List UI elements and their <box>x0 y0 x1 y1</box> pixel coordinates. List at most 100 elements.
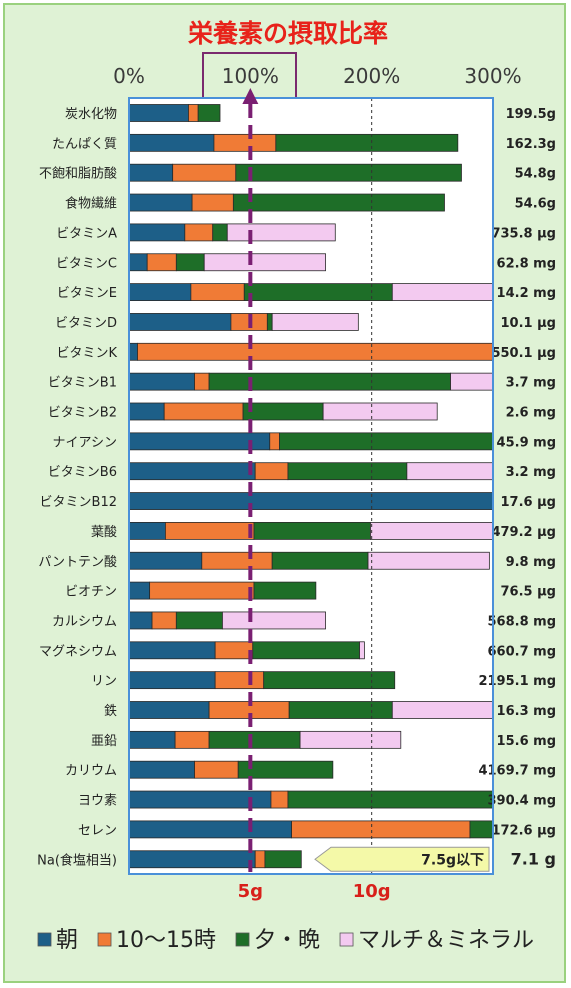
bar-segment-2 <box>253 581 317 600</box>
category-label: パントテン酸 <box>38 555 117 570</box>
bar-segment-0 <box>128 342 138 361</box>
bar-segment-2 <box>279 432 494 451</box>
bar-segment-2 <box>287 790 494 809</box>
category-label: ビタミンB1 <box>48 376 117 391</box>
x-tick-label: 200% <box>343 64 400 88</box>
x-tick-label: 0% <box>113 64 145 88</box>
intake-amount-label: 2195.1 mg <box>478 674 556 689</box>
bar-segment-2 <box>242 402 324 421</box>
category-label: ナイアシン <box>53 435 117 450</box>
intake-amount-label: 735.8 μg <box>491 226 556 241</box>
bar-segment-1 <box>194 372 210 391</box>
category-label: セレン <box>78 823 117 838</box>
intake-amount-label: 2.6 mg <box>506 406 556 421</box>
plot-area <box>129 98 493 874</box>
bar-segment-2 <box>288 701 393 719</box>
bar-segment-3 <box>222 611 326 630</box>
bar-segment-0 <box>128 402 165 421</box>
category-label: ビオチン <box>65 585 117 600</box>
bar-segment-3 <box>299 730 402 749</box>
x-tick-label: 300% <box>464 64 521 88</box>
category-label: 不飽和脂肪酸 <box>39 166 117 182</box>
intake-amount-label: 199.5g <box>506 107 556 122</box>
intake-amount-label: 172.6 μg <box>491 823 556 838</box>
na-10g-label: 10g <box>353 881 391 902</box>
category-label: ヨウ素 <box>78 794 117 809</box>
intake-amount-label: 568.8 mg <box>488 614 557 629</box>
intake-amount-label: 10.1 μg <box>501 316 556 331</box>
category-label: 鉄 <box>104 704 117 719</box>
bar-segment-2 <box>232 193 445 212</box>
chart-title: 栄養素の摂取比率 <box>187 19 388 48</box>
plot-border <box>128 97 494 875</box>
bar-segment-2 <box>264 850 302 869</box>
intake-amount-label: 550.1 μg <box>491 346 556 361</box>
bar-segment-0 <box>128 581 151 600</box>
bar-segment-1 <box>146 253 177 272</box>
bar-segment-0 <box>128 701 210 719</box>
bar-segment-0 <box>128 313 232 331</box>
bar-segment-0 <box>128 760 195 779</box>
bar-segment-0 <box>128 611 153 630</box>
category-label: ビタミンA <box>56 226 117 241</box>
bar-segment-1 <box>254 462 289 481</box>
bar-segment-1 <box>191 193 234 212</box>
bar-segment-1 <box>163 402 244 421</box>
intake-amount-label: 15.6 mg <box>497 734 556 749</box>
bar-segment-2 <box>175 253 205 272</box>
category-label: ビタミンC <box>56 256 117 271</box>
intake-amount-label: 9.8 mg <box>506 555 556 570</box>
category-label: たんぱく質 <box>52 137 117 152</box>
bar-segment-3 <box>367 551 490 570</box>
bar-segment-2 <box>212 223 228 242</box>
bar-segment-1 <box>254 850 266 869</box>
bar-segment-2 <box>252 641 360 660</box>
bar-segment-0 <box>128 372 195 391</box>
bar-segment-3 <box>226 223 336 242</box>
category-label: カルシウム <box>52 614 117 629</box>
bar-segment-1 <box>172 163 237 182</box>
bar-segment-1 <box>194 760 239 779</box>
bar-segment-2 <box>469 820 494 839</box>
bar-segment-2 <box>208 372 451 391</box>
bar-segment-1 <box>214 641 254 660</box>
category-label: リン <box>91 674 117 689</box>
intake-amount-label: 390.4 mg <box>488 794 557 809</box>
category-label: ビタミンB2 <box>48 406 117 421</box>
bar-segment-0 <box>128 462 256 481</box>
intake-amount-label: 479.2 μg <box>491 525 556 540</box>
category-label: ビタミンE <box>57 286 117 301</box>
bar-segment-2 <box>243 283 393 302</box>
bar-segment-2 <box>235 163 462 182</box>
bar-segment-3 <box>203 253 326 272</box>
category-label: 炭水化物 <box>65 107 117 122</box>
category-label: 葉酸 <box>91 525 117 540</box>
bar-segment-1 <box>190 283 245 302</box>
intake-amount-label: 54.6g <box>515 197 556 212</box>
bar-segment-3 <box>370 522 494 540</box>
na-limit-note: 7.5g以下 <box>421 852 484 868</box>
target-arrow-icon <box>242 88 259 104</box>
bar-segment-3 <box>391 701 494 719</box>
bar-segment-2 <box>287 462 408 481</box>
bar-segment-1 <box>213 133 277 152</box>
bar-segment-0 <box>128 104 189 122</box>
bar-segment-2 <box>237 760 334 779</box>
bar-segment-0 <box>128 641 216 660</box>
bar-segment-0 <box>128 283 192 302</box>
bar-segment-2 <box>271 551 369 570</box>
bar-segment-2 <box>208 730 301 749</box>
legend-swatch <box>97 932 112 947</box>
bar-segment-1 <box>165 522 255 540</box>
bar-segment-0 <box>128 551 203 570</box>
bar-segment-0 <box>128 163 174 182</box>
bar-segment-2 <box>175 611 223 630</box>
intake-amount-label: 3.2 mg <box>506 465 556 480</box>
category-label: 亜鉛 <box>91 734 117 749</box>
bar-segment-2 <box>266 313 273 331</box>
bar-segment-0 <box>128 820 292 839</box>
intake-amount-label: 17.6 μg <box>501 495 556 510</box>
bar-segment-3 <box>391 283 494 302</box>
bar-segment-1 <box>174 730 210 749</box>
category-label: ビタミンK <box>56 346 117 361</box>
